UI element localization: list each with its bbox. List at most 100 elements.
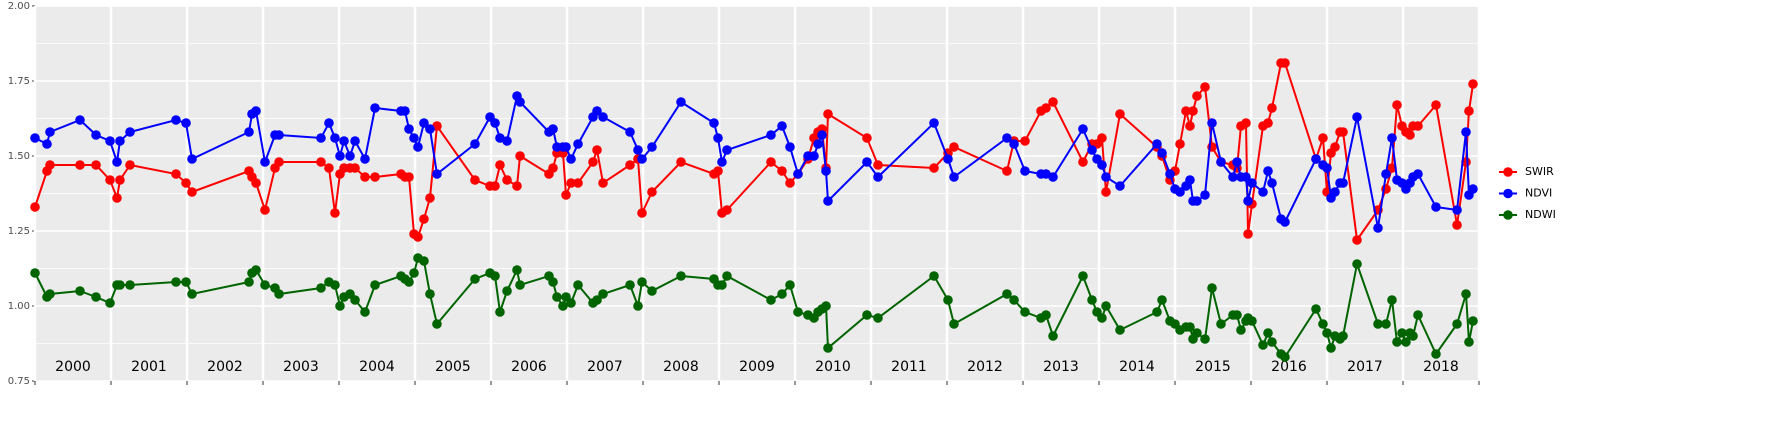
data-point: [1330, 142, 1340, 152]
data-point: [717, 280, 727, 290]
data-point: [171, 115, 181, 125]
data-point: [324, 118, 334, 128]
data-point: [1165, 169, 1175, 179]
data-point: [821, 166, 831, 176]
data-point: [1200, 334, 1210, 344]
data-point: [75, 115, 85, 125]
data-point: [1311, 304, 1321, 314]
data-point: [1280, 58, 1290, 68]
data-point: [335, 301, 345, 311]
data-point: [949, 142, 959, 152]
data-point: [1408, 331, 1418, 341]
data-point: [350, 136, 360, 146]
data-point: [404, 172, 414, 182]
year-label: 2010: [815, 359, 851, 375]
data-point: [823, 196, 833, 206]
y-tick-label: 1.00: [8, 301, 30, 312]
data-point: [1267, 103, 1277, 113]
data-point: [409, 133, 419, 143]
data-point: [1263, 328, 1273, 338]
data-point: [251, 106, 261, 116]
data-point: [502, 175, 512, 185]
data-point: [1243, 196, 1253, 206]
data-point: [360, 154, 370, 164]
data-point: [785, 178, 795, 188]
data-point: [45, 127, 55, 137]
year-label: 2018: [1423, 359, 1459, 375]
data-point: [548, 163, 558, 173]
data-point: [105, 175, 115, 185]
data-point: [339, 136, 349, 146]
data-point: [244, 127, 254, 137]
data-point: [598, 112, 608, 122]
data-point: [777, 289, 787, 299]
legend-marker: [1503, 188, 1513, 199]
data-point: [558, 301, 568, 311]
data-point: [1405, 130, 1415, 140]
data-point: [495, 160, 505, 170]
data-point: [187, 187, 197, 197]
data-point: [1352, 112, 1362, 122]
data-point: [515, 280, 525, 290]
data-point: [490, 118, 500, 128]
data-point: [1241, 118, 1251, 128]
data-point: [316, 283, 326, 293]
data-point: [1258, 340, 1268, 350]
data-point: [324, 163, 334, 173]
data-point: [592, 295, 602, 305]
data-point: [676, 97, 686, 107]
data-point: [561, 142, 571, 152]
year-label: 2001: [131, 359, 167, 375]
data-point: [345, 151, 355, 161]
data-point: [1232, 157, 1242, 167]
data-point: [1157, 148, 1167, 158]
data-point: [42, 139, 52, 149]
data-point: [1175, 139, 1185, 149]
data-point: [1078, 271, 1088, 281]
data-point: [1048, 331, 1058, 341]
data-point: [45, 289, 55, 299]
data-point: [1280, 217, 1290, 227]
data-point: [1078, 124, 1088, 134]
data-point: [30, 133, 40, 143]
data-point: [125, 160, 135, 170]
legend-marker: [1503, 210, 1513, 220]
data-point: [432, 169, 442, 179]
data-point: [561, 190, 571, 200]
data-point: [1020, 136, 1030, 146]
data-point: [1338, 178, 1348, 188]
y-tick-label: 1.25: [8, 226, 30, 237]
data-point: [598, 178, 608, 188]
data-point: [512, 265, 522, 275]
data-point: [1175, 187, 1185, 197]
data-point: [350, 295, 360, 305]
data-point: [598, 289, 608, 299]
data-point: [722, 271, 732, 281]
year-label: 2014: [1119, 359, 1155, 375]
data-point: [425, 124, 435, 134]
year-label: 2000: [55, 359, 91, 375]
data-point: [1200, 190, 1210, 200]
data-point: [419, 214, 429, 224]
data-point: [490, 181, 500, 191]
data-point: [75, 286, 85, 296]
data-point: [647, 142, 657, 152]
data-point: [115, 175, 125, 185]
data-point: [515, 97, 525, 107]
data-point: [943, 295, 953, 305]
data-point: [637, 208, 647, 218]
data-point: [404, 277, 414, 287]
data-point: [316, 157, 326, 167]
data-point: [573, 178, 583, 188]
data-point: [647, 286, 657, 296]
data-point: [1192, 196, 1202, 206]
data-point: [1280, 352, 1290, 362]
data-point: [1009, 139, 1019, 149]
data-point: [1267, 178, 1277, 188]
year-label: 2003: [283, 359, 319, 375]
legend-label: NDWI: [1525, 208, 1556, 221]
data-point: [171, 169, 181, 179]
data-point: [1452, 319, 1462, 329]
data-point: [260, 280, 270, 290]
